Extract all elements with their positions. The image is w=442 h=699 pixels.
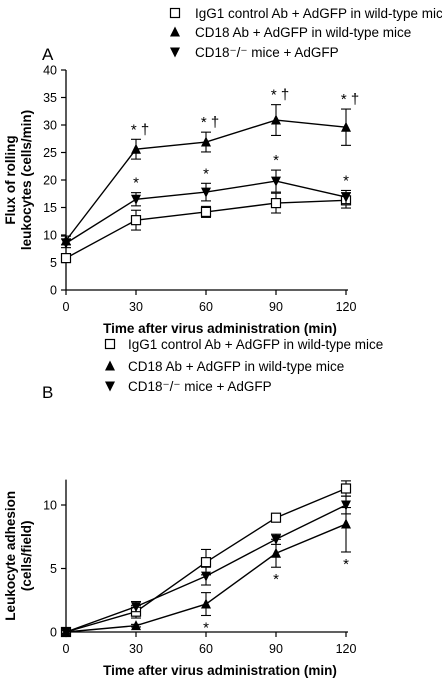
panel-a-y-tick-label: 25 — [43, 146, 57, 160]
panel-b-x-tick-label: 0 — [63, 642, 70, 656]
panel-a-significance-label: * † — [271, 87, 289, 104]
panel-a-x-tick-label: 60 — [199, 300, 213, 314]
panel-b-legend-marker — [105, 360, 115, 371]
panel-a-letter: A — [42, 45, 54, 64]
panel-b-data-point — [131, 620, 141, 631]
panel-b-y-tick-label: 5 — [50, 562, 57, 576]
panel-a-data-point — [200, 206, 212, 217]
panel-a-data-point — [131, 143, 141, 154]
panel-b-data-point — [61, 627, 71, 638]
panel-a-y-tick-label: 30 — [43, 119, 57, 133]
panel-a-y-tick-label: 35 — [43, 91, 57, 105]
panel-a-data-point — [61, 238, 71, 249]
panel-b-data-point — [340, 483, 352, 494]
panel-a-y-tick-label: 40 — [43, 64, 57, 78]
panel-a-legend-marker — [169, 7, 181, 19]
panel-b-data-point — [341, 500, 351, 511]
panel-a-data-point — [201, 187, 211, 198]
panel-a-y-tick-label: 15 — [43, 201, 57, 215]
panel-a-legend-marker — [170, 26, 180, 37]
panel-b-x-tick-label: 60 — [199, 642, 213, 656]
panel-b-data-point — [271, 547, 281, 558]
panel-a-significance-label: * — [343, 172, 349, 189]
panel-b-data-point — [270, 512, 282, 523]
panel-a-y-tick-label: 0 — [50, 284, 57, 298]
panel-a-legend-marker — [170, 47, 180, 58]
panel-b-legend-label: CD18⁻/⁻ mice + AdGFP — [128, 379, 272, 394]
panel-a-data-point — [60, 253, 72, 264]
panel-a-data-point — [341, 121, 351, 132]
panel-a-y-tick-label: 5 — [50, 256, 57, 270]
panel-a-legend-label: CD18 Ab + AdGFP in wild-type mice — [195, 25, 411, 40]
panel-b-significance-label: * — [203, 619, 209, 636]
panel-a-data-point — [131, 194, 141, 205]
panel-b-significance-label: * — [343, 556, 349, 573]
panel-a-significance-label: * † — [201, 114, 219, 131]
panel-b-data-point — [341, 518, 351, 529]
panel-a-data-point — [271, 176, 281, 187]
panel-a-legend-label: CD18⁻/⁻ mice + AdGFP — [195, 45, 339, 60]
panel-a-y-tick-label: 10 — [43, 229, 57, 243]
panel-a-significance-label: * † — [341, 91, 359, 108]
panel-a-x-tick-label: 90 — [269, 300, 283, 314]
panel-a-y-axis-label: Flux of rolling — [3, 135, 18, 224]
panel-b-x-tick-label: 120 — [336, 642, 357, 656]
panel-b-letter: B — [42, 383, 53, 402]
panel-b-y-axis-label: (cells/field) — [19, 521, 34, 592]
panel-b-x-tick-label: 90 — [269, 642, 283, 656]
panel-b-data-point — [271, 534, 281, 545]
panel-b-data-point — [131, 602, 141, 613]
panel-b-legend-label: CD18 Ab + AdGFP in wild-type mice — [128, 359, 344, 374]
panel-a-x-tick-label: 30 — [129, 300, 143, 314]
panel-b-data-point — [201, 598, 211, 609]
panel-b-y-tick-label: 0 — [50, 626, 57, 640]
panel-a-legend-label: IgG1 control Ab + AdGFP in wild-type mic… — [195, 6, 442, 21]
panel-b-legend-marker — [105, 381, 115, 392]
panel-a-data-point — [270, 198, 282, 209]
panel-a-x-tick-label: 0 — [63, 300, 70, 314]
panel-b-significance-label: * — [273, 571, 279, 588]
panel-b-x-tick-label: 30 — [129, 642, 143, 656]
panel-b-legend-label: IgG1 control Ab + AdGFP in wild-type mic… — [128, 337, 383, 352]
panel-a-y-tick-label: 20 — [43, 174, 57, 188]
panel-a-data-point — [271, 114, 281, 125]
panel-b-data-point — [201, 571, 211, 582]
panel-b-legend-marker — [104, 338, 116, 350]
panel-b-data-point — [200, 557, 212, 568]
panel-a-data-point — [341, 192, 351, 203]
panel-a-significance-label: * — [133, 175, 139, 192]
panel-a-significance-label: * † — [131, 121, 149, 138]
panel-b-x-axis-label: Time after virus administration (min) — [103, 663, 337, 678]
panel-a-data-point — [130, 215, 142, 226]
panel-a-significance-label: * — [273, 152, 279, 169]
panel-a-y-axis-label: leukocytes (cells/min) — [19, 110, 34, 250]
panel-a-x-tick-label: 120 — [336, 300, 357, 314]
panel-a-x-axis-label: Time after virus administration (min) — [103, 321, 337, 336]
panel-b-y-tick-label: 10 — [43, 499, 57, 513]
panel-a-data-point — [201, 136, 211, 147]
panel-b-y-axis-label: Leukocyte adhesion — [3, 491, 18, 621]
panel-a-significance-label: * — [203, 165, 209, 182]
